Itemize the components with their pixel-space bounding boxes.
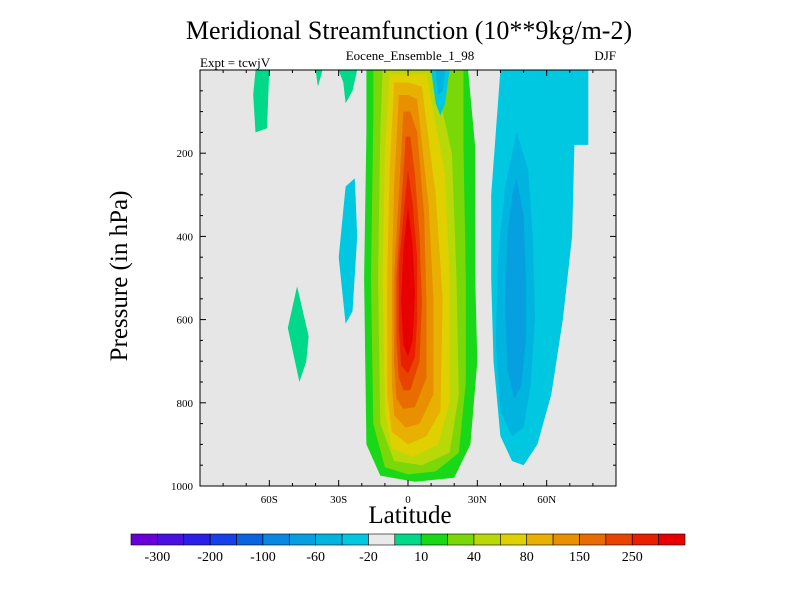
colorbar-swatch xyxy=(631,533,659,546)
colorbar-swatch xyxy=(130,533,158,546)
x-axis: 60S 30S 0 30N 60N xyxy=(222,70,594,506)
contour-level-positive xyxy=(287,286,309,382)
colorbar-label: 40 xyxy=(467,550,481,565)
colorbar-swatch xyxy=(579,533,607,546)
colorbar-swatch xyxy=(473,533,501,546)
colorbar-swatch xyxy=(288,533,316,546)
contour-level-positive xyxy=(401,207,415,357)
colorbar-label: 10 xyxy=(414,550,428,565)
colorbar-swatch xyxy=(157,533,185,546)
colorbar-swatch xyxy=(394,533,422,546)
colorbar-swatch xyxy=(605,533,633,546)
colorbar-swatch xyxy=(183,533,211,546)
y-axis-label: Pressure (in hPa) xyxy=(106,190,133,362)
colorbar-swatch xyxy=(368,533,396,546)
chart-subtitle: Eocene_Ensemble_1_98 xyxy=(345,48,475,63)
colorbar-swatch xyxy=(209,533,237,546)
colorbar-label: 80 xyxy=(520,550,534,565)
colorbar-swatch xyxy=(552,533,580,546)
x-tick-label: 60S xyxy=(261,494,278,506)
colorbar-swatch xyxy=(262,533,290,546)
chart-title: Meridional Streamfunction (10**9kg/m-2) xyxy=(185,16,633,45)
y-tick-label: 600 xyxy=(177,315,194,327)
colorbar-swatch xyxy=(420,533,448,546)
contour-level-negative xyxy=(505,178,526,399)
colorbar-label: -20 xyxy=(359,550,378,565)
colorbar-swatch xyxy=(526,533,554,546)
contour-level-positive xyxy=(315,70,323,87)
y-tick-label: 400 xyxy=(177,231,194,243)
contour-level-positive xyxy=(253,70,270,133)
colorbar-label: -60 xyxy=(306,550,325,565)
x-tick-label: 60N xyxy=(537,494,556,506)
contour-level-positive xyxy=(338,70,358,104)
contour-level-negative xyxy=(435,70,445,95)
colorbar-label: 250 xyxy=(622,550,643,565)
y-tick-label: 200 xyxy=(177,148,194,160)
colorbar-swatch xyxy=(500,533,528,546)
y-tick-label: 1000 xyxy=(171,481,194,493)
colorbar-swatch xyxy=(447,533,475,546)
season-label: DJF xyxy=(594,48,616,63)
colorbar-swatch xyxy=(341,533,369,546)
x-axis-label: Latitude xyxy=(368,502,452,529)
x-tick-label: 30S xyxy=(330,494,347,506)
colorbar-label: -200 xyxy=(197,550,223,565)
y-axis: 200 400 600 800 1000 xyxy=(171,90,616,493)
colorbar-label: 150 xyxy=(569,550,590,565)
x-tick-label: 30N xyxy=(468,494,487,506)
colorbar-swatch xyxy=(658,533,686,546)
contour-level-negative xyxy=(338,178,358,324)
colorbar-label: -300 xyxy=(145,550,171,565)
colorbar-label: -100 xyxy=(250,550,276,565)
colorbar: -300 -200 -100 -60 -20 10 40 80 150 250 xyxy=(130,533,686,565)
colorbar-swatch xyxy=(236,533,264,546)
colorbar-swatch xyxy=(315,533,343,546)
y-tick-label: 800 xyxy=(177,398,194,410)
x-tick-label: 0 xyxy=(405,494,411,506)
experiment-label: Expt = tcwjV xyxy=(200,55,271,70)
